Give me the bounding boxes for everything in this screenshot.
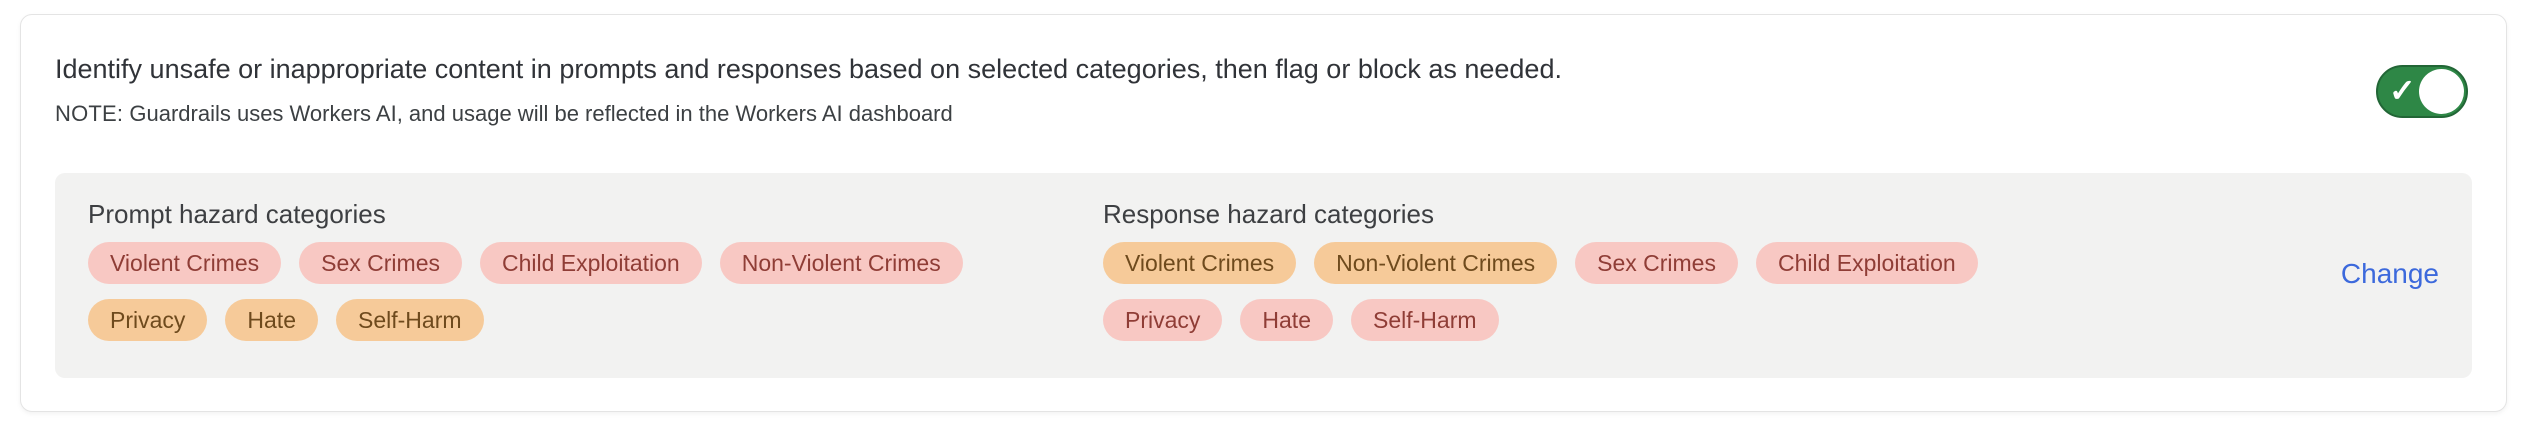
- change-categories-link[interactable]: Change: [2340, 258, 2439, 289]
- hazard-tag-sex-crimes: Sex Crimes: [299, 242, 462, 284]
- toggle-knob: [2419, 69, 2464, 114]
- note-text: Guardrails uses Workers AI, and usage wi…: [129, 101, 953, 126]
- guardrails-settings-card: Identify unsafe or inappropriate content…: [20, 14, 2507, 412]
- header-text: Identify unsafe or inappropriate content…: [55, 53, 1562, 127]
- guardrails-enabled-toggle[interactable]: ✓: [2376, 65, 2468, 118]
- hazard-tag-self-harm: Self-Harm: [1351, 299, 1499, 341]
- prompt-hazard-column: Prompt hazard categories Violent Crimes S…: [88, 199, 1103, 341]
- hazard-tag-child-exploitation: Child Exploitation: [1755, 242, 1978, 284]
- response-hazard-title: Response hazard categories: [1103, 199, 1434, 229]
- note-label: NOTE:: [55, 101, 124, 126]
- hazard-tag-hate: Hate: [1240, 299, 1333, 341]
- hazard-tag-privacy: Privacy: [1103, 299, 1223, 341]
- hazard-tag-privacy: Privacy: [88, 299, 208, 341]
- hazard-tag-sex-crimes: Sex Crimes: [1575, 242, 1738, 284]
- hazard-tag-self-harm: Self-Harm: [336, 299, 484, 341]
- hazard-tag-violent-crimes: Violent Crimes: [88, 242, 282, 284]
- hazard-tag-violent-crimes: Violent Crimes: [1103, 242, 1297, 284]
- response-hazard-tags: Violent Crimes Non-Violent Crimes Sex Crim…: [1103, 242, 2341, 341]
- guardrails-description: Identify unsafe or inappropriate content…: [55, 54, 1562, 84]
- card-header: Identify unsafe or inappropriate content…: [55, 53, 2472, 127]
- hazard-tag-row: Privacy Hate Self-Harm: [1103, 299, 2341, 341]
- response-hazard-column: Response hazard categories Violent Crime…: [1103, 199, 2341, 341]
- check-icon: ✓: [2389, 72, 2416, 109]
- hazard-tag-row: Violent Crimes Non-Violent Crimes Sex Crim…: [1103, 242, 2341, 284]
- hazard-tag-non-violent-crimes: Non-Violent Crimes: [1314, 242, 1558, 284]
- prompt-hazard-tags: Violent Crimes Sex Crimes Child Exploitati…: [88, 242, 1103, 341]
- hazard-tag-hate: Hate: [225, 299, 318, 341]
- hazard-tag-row: Privacy Hate Self-Harm: [88, 299, 1103, 341]
- hazard-tag-child-exploitation: Child Exploitation: [480, 242, 702, 284]
- hazard-tag-non-violent-crimes: Non-Violent Crimes: [719, 242, 963, 284]
- prompt-hazard-title: Prompt hazard categories: [88, 199, 386, 229]
- hazard-tag-row: Violent Crimes Sex Crimes Child Exploitati…: [88, 242, 1103, 284]
- hazard-categories-panel: Prompt hazard categories Violent Crimes S…: [55, 173, 2472, 378]
- guardrails-note: NOTE: Guardrails uses Workers AI, and us…: [55, 101, 1562, 127]
